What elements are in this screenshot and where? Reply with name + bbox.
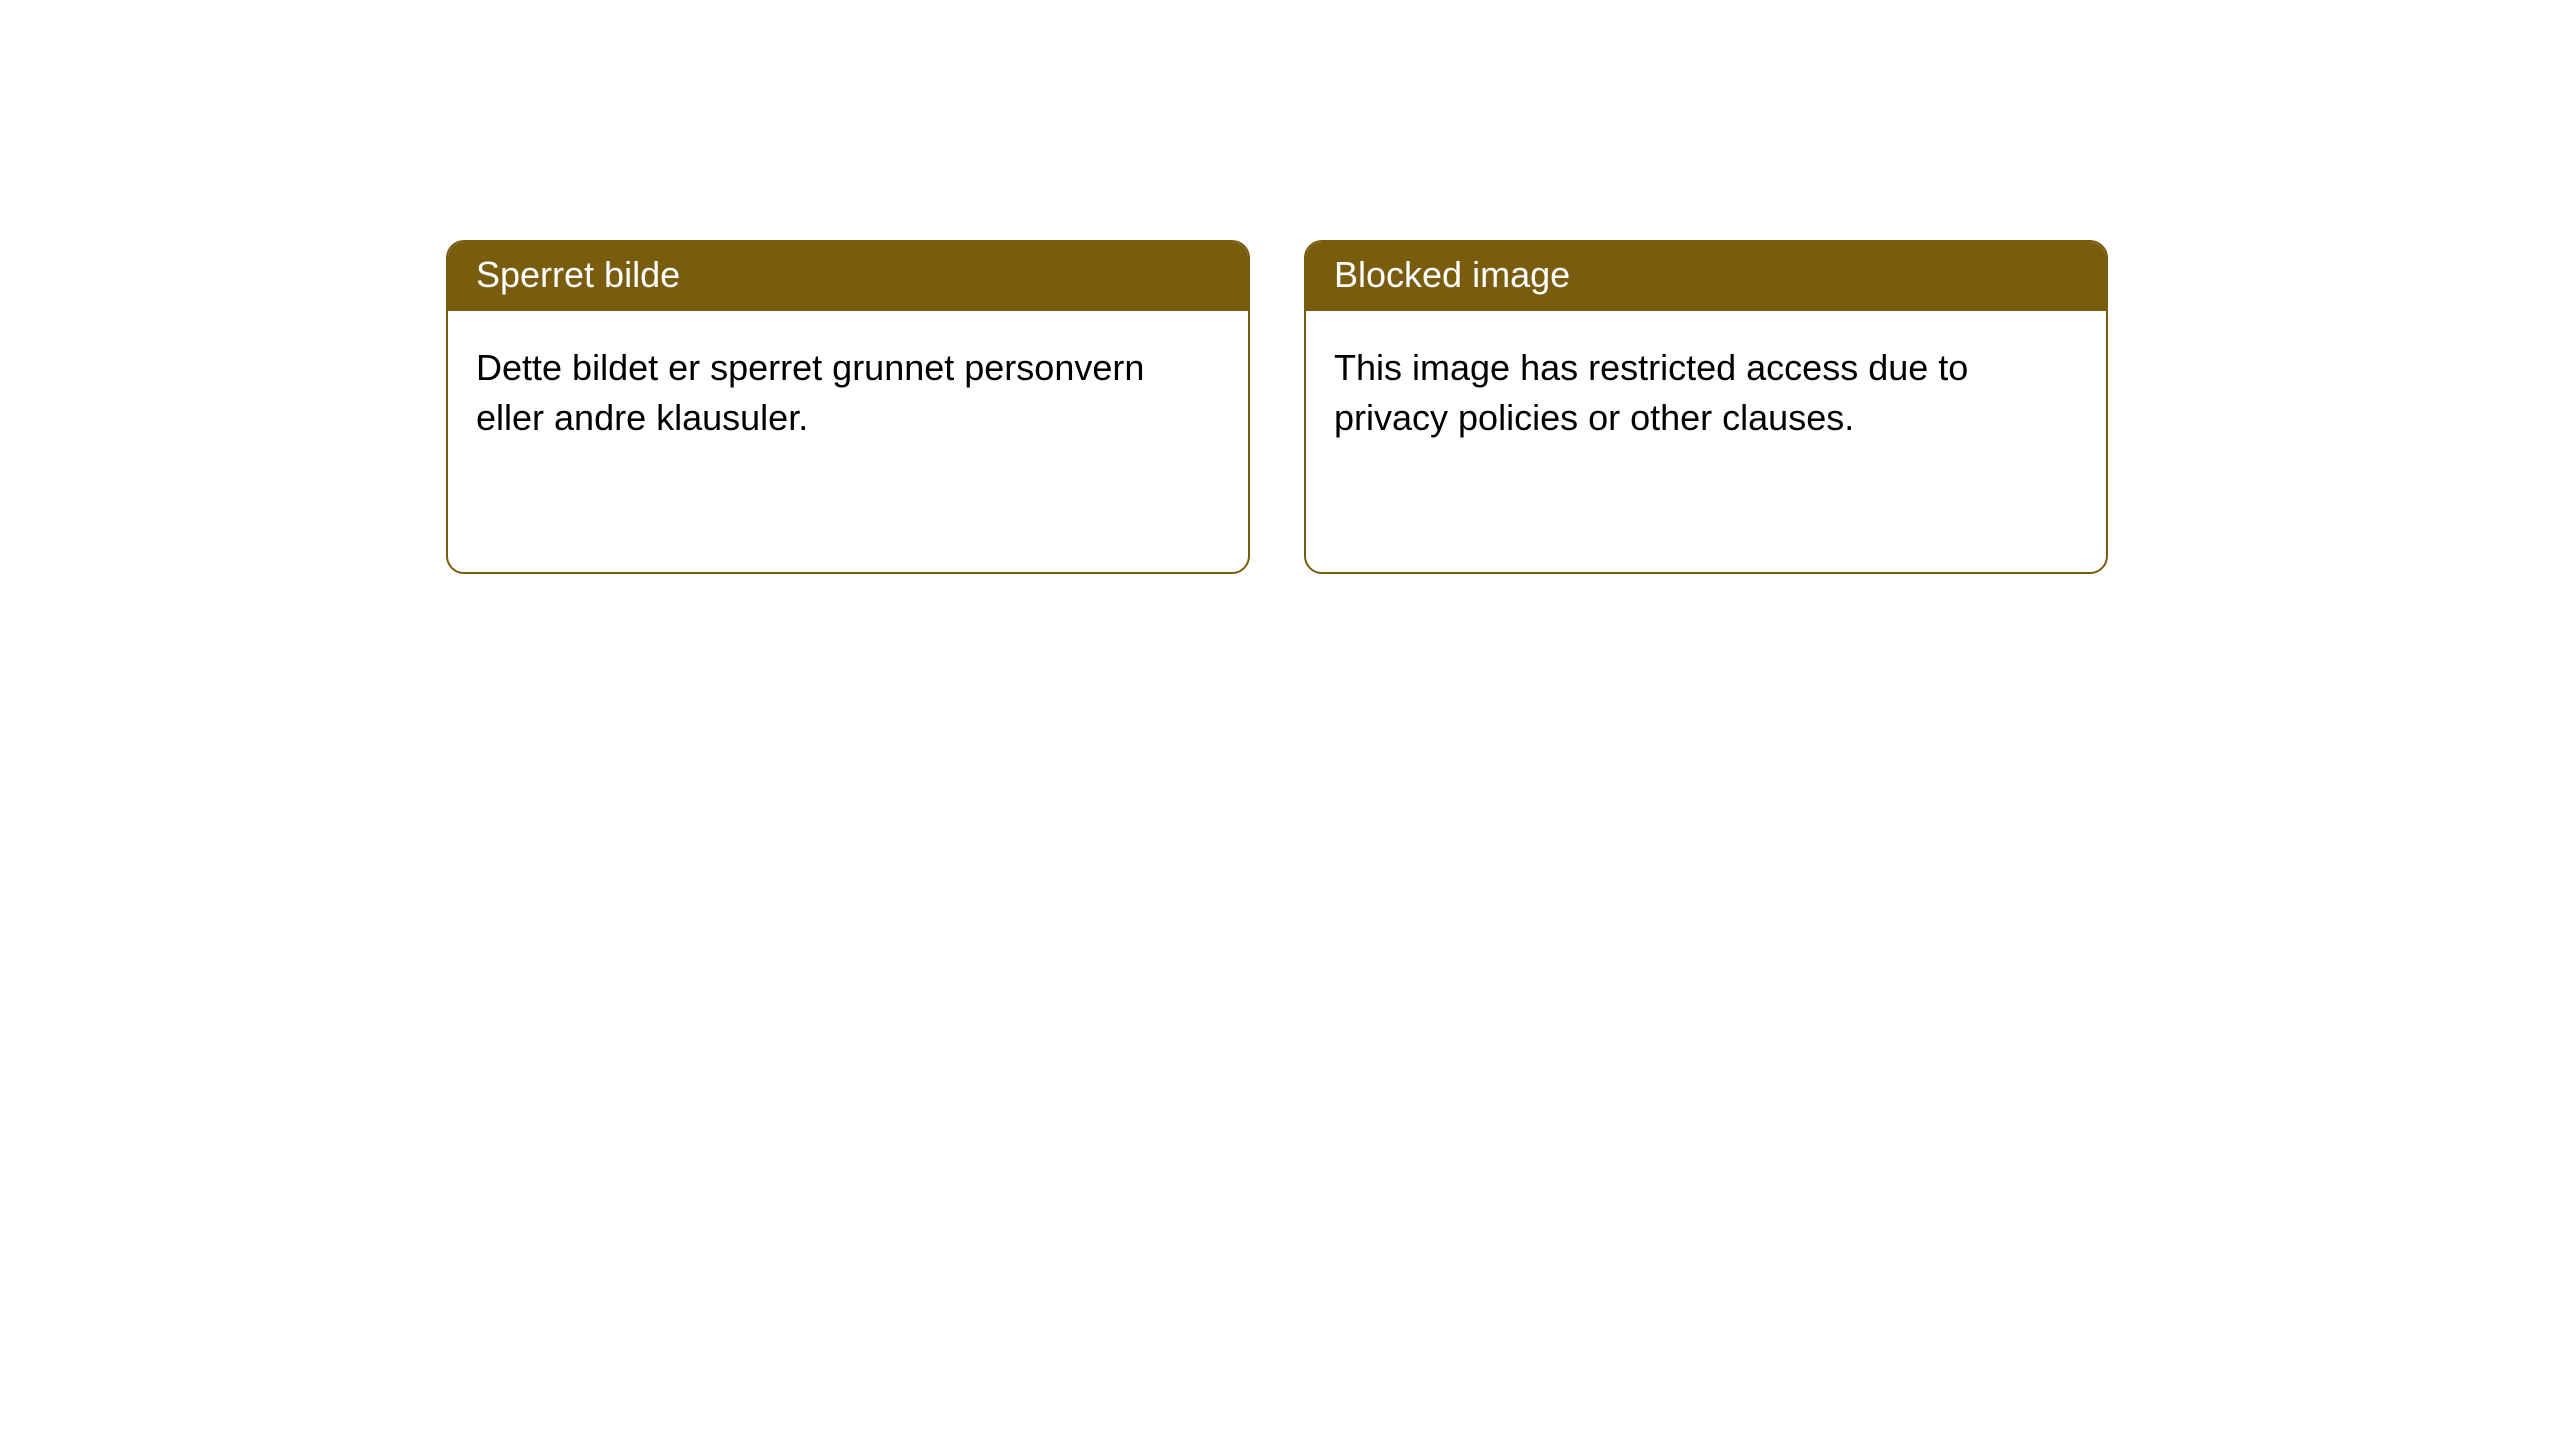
notices-container: Sperret bilde Dette bildet er sperret gr… bbox=[0, 0, 2560, 574]
notice-header: Sperret bilde bbox=[448, 242, 1248, 311]
notice-box-norwegian: Sperret bilde Dette bildet er sperret gr… bbox=[446, 240, 1250, 574]
notice-box-english: Blocked image This image has restricted … bbox=[1304, 240, 2108, 574]
notice-body: This image has restricted access due to … bbox=[1306, 311, 2106, 476]
notice-body: Dette bildet er sperret grunnet personve… bbox=[448, 311, 1248, 476]
notice-header: Blocked image bbox=[1306, 242, 2106, 311]
